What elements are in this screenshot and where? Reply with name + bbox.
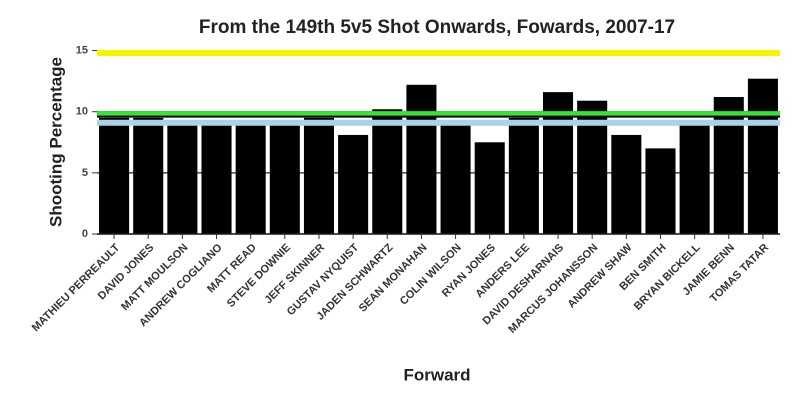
bar [269, 123, 300, 234]
bar [303, 117, 335, 234]
bar [338, 134, 369, 234]
bar [99, 117, 130, 234]
x-tick-label: COLIN WILSON [398, 242, 464, 308]
x-tick-label: STEVE DOWNIE [225, 242, 293, 310]
bar [372, 109, 403, 234]
bar [508, 117, 539, 234]
bar [611, 134, 642, 234]
y-tick-label: 5 [82, 167, 88, 179]
bar [201, 123, 232, 234]
x-axis-title: Forward [403, 365, 470, 384]
y-tick-label: 15 [76, 44, 88, 56]
bar [474, 142, 505, 234]
y-tick-label: 10 [76, 106, 88, 118]
bar [133, 117, 164, 234]
bar [679, 123, 710, 234]
bar [747, 78, 778, 234]
x-tick-label: JEFF SKINNER [262, 242, 327, 307]
bar [645, 148, 676, 234]
bar [440, 123, 471, 234]
bar [167, 123, 198, 234]
bar [235, 123, 266, 234]
x-tick-label: TOMAS TATAR [708, 242, 771, 305]
y-axis-title: Shooting Percentage [46, 57, 65, 227]
y-tick-label: 0 [82, 228, 88, 240]
bar [406, 84, 437, 234]
chart-title: From the 149th 5v5 Shot Onwards, Fowards… [199, 17, 675, 38]
